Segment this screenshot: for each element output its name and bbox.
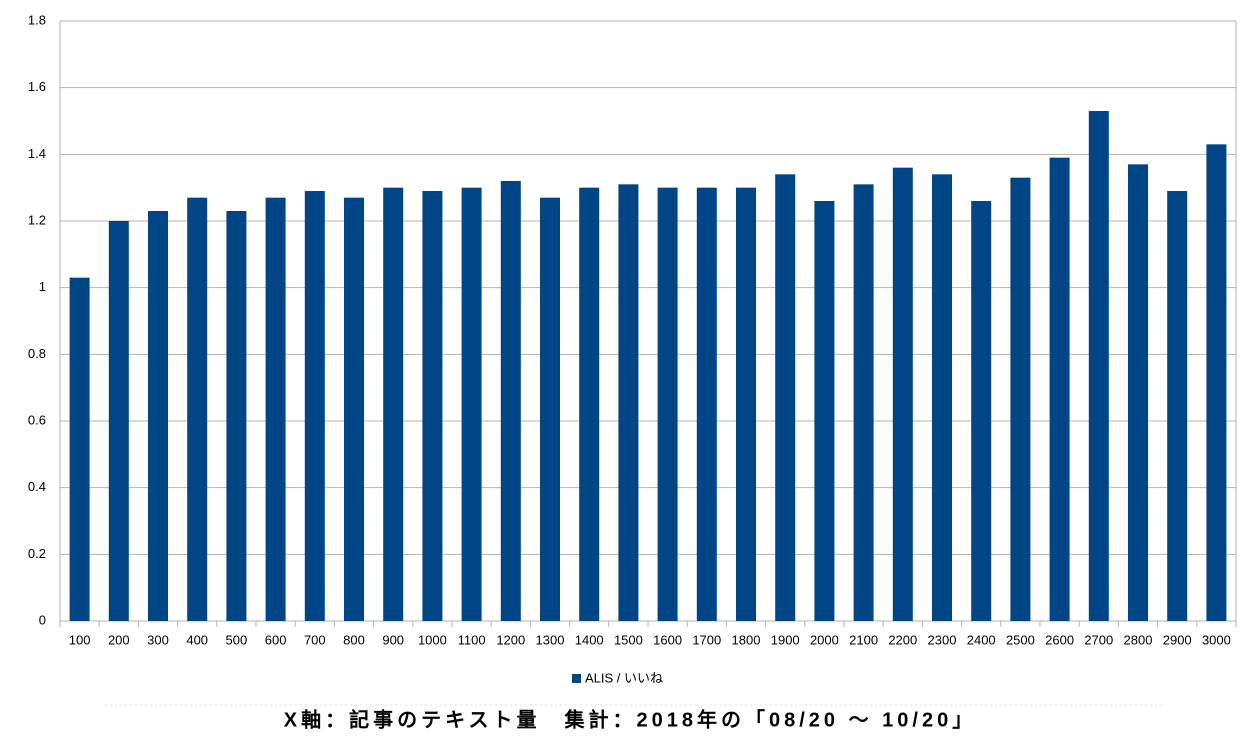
bar: [1167, 191, 1188, 621]
x-tick-label: 1300: [536, 632, 565, 647]
bar: [69, 277, 90, 621]
y-tick-label: 1.6: [28, 79, 46, 94]
x-tick-label: 900: [382, 632, 404, 647]
x-tick-label: 700: [304, 632, 326, 647]
bar: [226, 211, 247, 621]
bar: [1010, 177, 1031, 621]
bar: [461, 187, 482, 621]
x-tick-label: 1100: [458, 632, 486, 647]
bar: [1128, 164, 1148, 622]
y-tick-label: 1: [39, 279, 46, 294]
bar: [500, 181, 521, 621]
bar: [971, 201, 992, 621]
y-tick-label: 0.6: [28, 412, 46, 427]
x-tick-label: 300: [147, 632, 169, 647]
x-tick-label: 200: [108, 632, 130, 647]
bar: [265, 197, 286, 621]
legend-label: ALIS / いいね: [585, 670, 663, 685]
bar: [304, 191, 325, 621]
legend-swatch: [572, 674, 581, 683]
bar: [422, 191, 443, 621]
x-tick-label: 2300: [928, 632, 957, 647]
x-tick-label: 2400: [967, 632, 996, 647]
y-tick-label: 1.4: [28, 146, 46, 161]
bar: [540, 197, 560, 621]
bar: [187, 197, 208, 621]
bar: [892, 167, 913, 621]
x-tick-label: 1600: [653, 632, 682, 647]
x-tick-label: 100: [69, 632, 91, 647]
x-tick-label: 600: [265, 632, 287, 647]
y-tick-label: 1.2: [28, 212, 46, 227]
bar: [1206, 144, 1227, 622]
bar: [148, 211, 168, 621]
x-tick-label: 1200: [496, 632, 525, 647]
bar: [932, 174, 952, 622]
x-tick-label: 400: [186, 632, 208, 647]
bar: [736, 187, 756, 621]
y-tick-label: 0.4: [28, 479, 46, 494]
y-tick-label: 0: [39, 612, 46, 627]
bar: [1088, 111, 1109, 621]
y-tick-label: 1.8: [28, 12, 46, 27]
x-tick-label: 1000: [418, 632, 447, 647]
bar: [618, 184, 639, 622]
bar: [108, 221, 129, 621]
bar: [657, 187, 678, 621]
y-tick-label: 0.2: [28, 546, 46, 561]
x-tick-label: 2000: [810, 632, 839, 647]
x-tick-label: 500: [226, 632, 248, 647]
x-tick-label: 2200: [888, 632, 917, 647]
caption: X軸：記事のテキスト量 集計：2018年の「08/20 ～ 10/20」: [284, 707, 976, 731]
x-tick-label: 2800: [1124, 632, 1153, 647]
bar: [853, 184, 874, 622]
x-tick-label: 2500: [1006, 632, 1035, 647]
x-tick-label: 2600: [1045, 632, 1074, 647]
bar: [814, 201, 835, 621]
x-tick-label: 2700: [1084, 632, 1113, 647]
y-tick-label: 0.8: [28, 346, 46, 361]
x-tick-label: 1900: [771, 632, 800, 647]
x-tick-label: 2900: [1163, 632, 1192, 647]
x-tick-label: 2100: [849, 632, 878, 647]
bar: [344, 197, 364, 621]
bar: [696, 187, 717, 621]
x-tick-label: 1800: [732, 632, 761, 647]
x-tick-label: 1400: [575, 632, 604, 647]
x-tick-label: 800: [343, 632, 365, 647]
x-tick-label: 1500: [614, 632, 643, 647]
bar: [383, 187, 404, 621]
x-tick-label: 1700: [692, 632, 721, 647]
bar: [775, 174, 796, 622]
bar: [579, 187, 600, 621]
x-tick-label: 3000: [1202, 632, 1231, 647]
bar: [1049, 157, 1070, 621]
